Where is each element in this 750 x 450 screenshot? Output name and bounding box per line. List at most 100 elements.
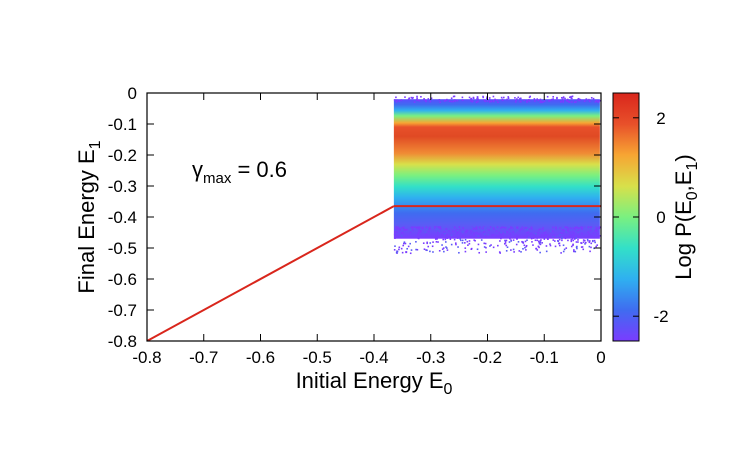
scatter-point — [400, 247, 403, 250]
scatter-point — [506, 246, 509, 249]
scatter-point — [545, 245, 548, 247]
y-tick-label: -0.1 — [108, 115, 137, 134]
scatter-point — [504, 226, 507, 229]
scatter-point — [584, 243, 586, 245]
scatter-point — [587, 231, 590, 233]
scatter-point — [429, 250, 431, 253]
scatter-point — [552, 95, 555, 98]
scatter-point — [469, 236, 472, 238]
scatter-point — [468, 242, 471, 245]
scatter-point — [576, 245, 578, 248]
scatter-point — [484, 100, 486, 103]
scatter-point — [562, 226, 565, 229]
scatter-point — [499, 227, 502, 229]
scatter-point — [454, 230, 457, 232]
scatter-point — [408, 97, 411, 100]
scatter-point — [594, 100, 597, 103]
scatter-point — [459, 229, 461, 231]
scatter-point — [514, 230, 517, 233]
scatter-point — [421, 226, 424, 229]
scatter-point — [490, 244, 492, 246]
scatter-point — [496, 99, 498, 101]
scatter-point — [494, 226, 497, 228]
y-tick-label: 0 — [128, 84, 137, 103]
scatter-point — [577, 231, 580, 233]
scatter-point — [441, 234, 444, 236]
scatter-point — [545, 250, 548, 253]
scatter-point — [468, 96, 471, 99]
scatter-point — [514, 97, 516, 99]
scatter-point — [417, 233, 419, 236]
scatter-point — [488, 101, 491, 103]
scatter-point — [528, 96, 531, 99]
scatter-point — [395, 100, 398, 103]
scatter-point — [595, 245, 597, 248]
scatter-point — [456, 232, 458, 235]
scatter-point — [588, 241, 591, 244]
scatter-point — [429, 242, 432, 244]
scatter-point — [491, 234, 493, 237]
scatter-point — [581, 228, 583, 230]
scatter-point — [501, 99, 504, 102]
scatter-point — [465, 229, 468, 232]
scatter-point — [537, 231, 540, 234]
scatter-point — [562, 99, 565, 102]
scatter-point — [452, 230, 454, 233]
scatter-point — [569, 227, 572, 229]
scatter-point — [599, 235, 601, 237]
scatter-point — [401, 232, 404, 234]
scatter-point — [454, 100, 457, 102]
scatter-point — [417, 99, 419, 102]
scatter-point — [577, 239, 579, 241]
scatter-point — [589, 250, 591, 253]
scatter-point — [461, 231, 464, 233]
scatter-point — [552, 98, 554, 100]
scatter-point — [517, 235, 520, 238]
scatter-point — [528, 100, 531, 102]
scatter-point — [418, 228, 421, 230]
scatter-point — [594, 230, 597, 233]
scatter-point — [581, 227, 584, 229]
scatter-point — [435, 226, 438, 229]
scatter-point — [531, 228, 533, 230]
scatter-point — [419, 231, 422, 233]
scatter-point — [426, 241, 428, 244]
x-tick-label: -0.7 — [189, 348, 218, 367]
scatter-point — [523, 99, 526, 101]
scatter-point — [448, 230, 450, 232]
scatter-point — [446, 98, 448, 101]
scatter-point — [572, 243, 574, 246]
scatter-point — [475, 231, 478, 234]
scatter-point — [431, 245, 434, 248]
y-axis-title: Final Energy E1 — [74, 140, 104, 293]
scatter-point — [525, 226, 528, 229]
scatter-point — [529, 233, 531, 236]
scatter-point — [477, 235, 480, 237]
scatter-point — [409, 242, 411, 245]
scatter-point — [526, 232, 528, 234]
scatter-point — [456, 237, 459, 239]
scatter-point — [565, 247, 568, 249]
colorbar-tick-label: -2 — [653, 307, 668, 326]
scatter-point — [540, 235, 543, 238]
scatter-point — [504, 242, 507, 244]
scatter-point — [542, 101, 544, 103]
scatter-point — [564, 226, 567, 228]
scatter-point — [583, 100, 586, 103]
scatter-point — [567, 228, 569, 231]
scatter-point — [446, 249, 449, 251]
scatter-point — [538, 241, 540, 244]
scatter-point — [536, 239, 539, 242]
scatter-point — [575, 226, 578, 228]
scatter-point — [443, 100, 446, 102]
scatter-point — [461, 239, 464, 242]
scatter-point — [429, 100, 432, 103]
scatter-point — [564, 237, 567, 240]
scatter-point — [573, 249, 575, 251]
scatter-point — [438, 250, 441, 252]
scatter-point — [561, 236, 563, 239]
scatter-point — [488, 229, 490, 231]
scatter-point — [444, 241, 447, 243]
scatter-point — [403, 242, 405, 245]
scatter-point — [466, 230, 469, 232]
